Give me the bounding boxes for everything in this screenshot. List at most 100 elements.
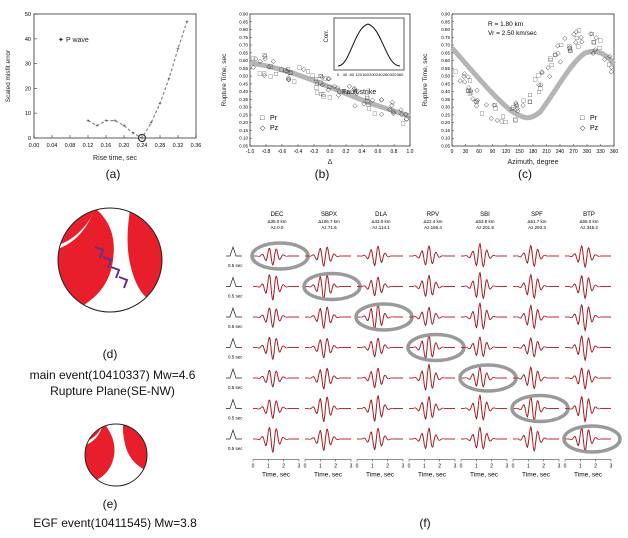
c-marker: ◇ [473,98,479,105]
observed-waveform [409,395,455,420]
synthetic-waveform [253,370,299,388]
time-axis-label: Time, sec [314,472,343,479]
stf-label: 0.5 sec [228,324,243,329]
svg-text:□: □ [260,115,265,122]
ytick-label: 0.25 [239,112,248,117]
time-tick-label: 2 [334,464,337,470]
b-marker: □ [251,55,255,62]
observed-waveform [409,427,455,450]
synthetic-waveform [565,305,611,331]
b-marker: ◇ [361,100,367,107]
synthetic-waveform [357,368,403,388]
c-marker: ◇ [609,69,615,76]
a-xtick-label: 0.16 [101,143,112,149]
stf-label: 0.5 sec [228,294,243,299]
b-marker: □ [262,71,266,78]
a-point: + [149,121,153,127]
panel-b-annotation: Fault strike [342,89,376,96]
c-marker: ◇ [567,44,573,51]
synthetic-waveform [253,337,299,360]
stf-label: 0.5 sec [228,263,243,268]
ytick-label: 0.45 [441,81,450,86]
synthetic-waveform [305,246,351,267]
panel-e-line1: EGF event(10411545) Mw=3.8 [33,516,197,530]
b-marker: □ [315,81,319,88]
c-marker: ◇ [556,50,562,57]
b-marker: □ [319,73,323,80]
panel-c-caption: (c) [518,167,532,181]
stf-label: 0.5 sec [228,385,243,390]
b-marker: □ [284,67,288,74]
c-marker: □ [590,31,594,38]
focal-mechanism-main [57,207,163,313]
station-name: SPF [531,212,543,218]
c-marker: ◇ [495,117,501,124]
observed-waveform [253,427,299,453]
b-marker: □ [365,93,369,100]
time-tick-label: 1 [579,464,582,470]
ytick-label: 0.60 [239,58,248,63]
panel-c-text1: R = 1.80 km [488,21,523,28]
synthetic-waveform [253,307,299,328]
c-marker: ◇ [547,73,553,80]
stf-label: 0.5 sec [228,446,243,451]
c-marker: □ [576,44,580,51]
c-marker: □ [537,89,541,96]
station-dist: Δ22.4 km [423,219,442,224]
synthetic-waveform [305,396,351,422]
ytick-label: 0.05 [441,144,450,149]
station-az: Az.293.3 [528,225,546,230]
time-tick-label: 2 [490,464,493,470]
xtick-label: 330 [596,149,605,155]
panel-f-caption: (f) [419,516,431,530]
ytick-label: 0.85 [441,19,450,24]
c-marker: □ [538,86,542,93]
synthetic-waveform [565,246,611,268]
a-ytick-label: 0 [28,136,31,142]
c-marker: ◇ [562,35,568,42]
highlight-ellipse [302,271,362,302]
stf-label: 0.5 sec [228,355,243,360]
inset-xtick-label: 80 [350,72,355,77]
synthetic-waveform [565,368,611,389]
highlight-ellipse [354,302,414,332]
panel-a-caption: (a) [105,167,121,181]
b-marker: ◇ [286,76,292,83]
a-point: + [131,131,135,137]
stf-pulse [226,398,242,409]
b-marker: □ [328,94,332,101]
panel-a-plot: 0 10 20 30 40 50 0.00 0.04 0.08 0.12 0.16 0.20 0.24… [5,12,201,162]
time-tick-label: 2 [386,464,389,470]
a-xtick-label: 0.24 [137,143,148,149]
synthetic-waveform [305,428,351,451]
a-point: + [104,119,108,125]
stf-pulse [226,306,242,318]
ytick-label: 0.35 [441,97,450,102]
panel-b-caption: (b) [314,167,330,181]
c-marker: ◇ [539,68,545,75]
ytick-label: 0.55 [239,66,248,71]
c-marker: □ [493,102,497,109]
panel-d-caption: (d) [102,347,118,361]
c-marker: ◇ [466,85,472,92]
b-marker: □ [366,98,370,105]
station-az: Az.201.9 [476,225,494,230]
synthetic-waveform [513,338,559,357]
xtick-label: 0.8 [391,149,398,155]
stf-label: 0.5 sec [228,416,243,421]
c-marker: ◇ [466,74,472,81]
station-az: Az.0.0 [271,225,284,230]
xtick-label: 60 [476,149,482,155]
xtick-label: 0.4 [359,149,366,155]
synthetic-waveform [305,306,351,329]
observed-waveform [409,245,455,266]
time-axis-label: Time, sec [418,472,447,479]
panel-c-text2: Vr = 2.50 km/sec [488,30,537,37]
time-tick-label: 0 [564,464,567,470]
synthetic-waveform [409,428,455,449]
c-marker: ◇ [540,69,546,76]
svg-text:◇: ◇ [580,125,586,132]
c-marker: ◇ [579,34,585,41]
synthetic-waveform [357,246,403,266]
inset-xtick-label: 240 [376,72,383,77]
